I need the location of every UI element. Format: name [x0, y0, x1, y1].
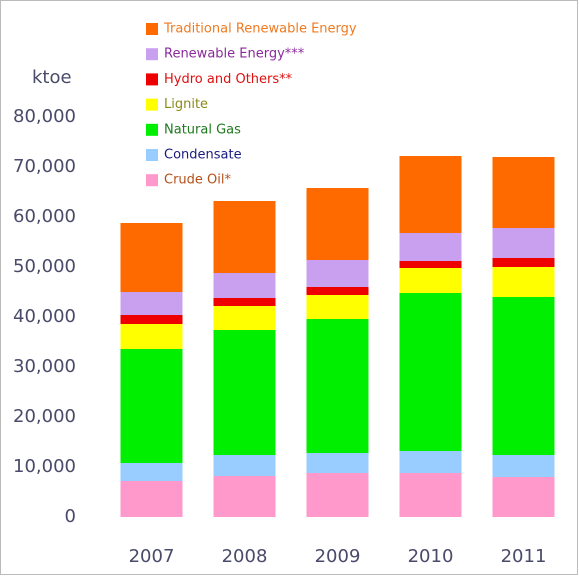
y-tick-label: 70,000 [13, 156, 76, 177]
legend-swatch [146, 123, 158, 136]
x-tick-label: 2009 [315, 546, 361, 567]
y-tick-label: 30,000 [13, 356, 76, 377]
legend-swatch [146, 48, 158, 61]
legend-label: Lignite [164, 97, 208, 112]
bar-segment [399, 451, 462, 473]
legend-label: Natural Gas [164, 122, 241, 137]
y-unit: ktoe [32, 67, 72, 88]
bar-segment [213, 455, 276, 476]
bar-segment [213, 298, 276, 306]
legend-swatch [146, 23, 158, 35]
legend-swatch [146, 149, 158, 161]
bar-segment [492, 455, 555, 477]
legend-label: Renewable Energy*** [164, 47, 305, 62]
legend-label: Crude Oil* [164, 173, 231, 188]
legend-swatch [146, 73, 158, 86]
y-tick-label: 60,000 [13, 206, 76, 227]
bar-segment [120, 292, 183, 315]
legend-swatch [146, 98, 158, 111]
bar-segment [399, 473, 462, 517]
bar-segment [399, 233, 462, 261]
bar-segment [492, 477, 555, 517]
x-tick-label: 2011 [501, 546, 547, 567]
bar-segment [213, 476, 276, 517]
x-tick-label: 2008 [222, 546, 268, 567]
bar-segment [492, 157, 555, 228]
y-tick-label: 10,000 [13, 456, 76, 477]
bar-segment [306, 473, 369, 517]
bar-segment [492, 267, 555, 297]
bar-segment [399, 261, 462, 268]
y-tick-label: 20,000 [13, 406, 76, 427]
bar-segment [120, 223, 183, 292]
bar-segment [306, 287, 369, 295]
bar-segment [120, 315, 183, 324]
bar-segment [492, 297, 555, 455]
y-tick-label: 0 [65, 506, 76, 527]
bar-segment [306, 188, 369, 260]
bar-segment [306, 453, 369, 473]
bar-segment [306, 319, 369, 453]
bar-segment [120, 481, 183, 517]
x-tick-label: 2007 [129, 546, 175, 567]
bar-segment [213, 306, 276, 330]
legend-label: Condensate [164, 148, 242, 163]
y-tick-label: 50,000 [13, 256, 76, 277]
bar-segment [399, 156, 462, 233]
legend-label: Hydro and Others** [164, 72, 293, 87]
bar-segment [399, 268, 462, 293]
legend-label: Traditional Renewable Energy [163, 22, 357, 37]
bar-segment [120, 463, 183, 481]
bar-segment [492, 258, 555, 267]
bar-segment [213, 330, 276, 455]
y-tick-label: 80,000 [13, 106, 76, 127]
bar-segment [120, 324, 183, 349]
x-tick-label: 2010 [408, 546, 454, 567]
bar-segment [399, 293, 462, 451]
bar-segment [306, 260, 369, 287]
legend-swatch [146, 174, 158, 187]
bar-segment [120, 349, 183, 463]
bar-segment [213, 201, 276, 273]
bar-segment [213, 273, 276, 298]
bar-segment [306, 295, 369, 319]
bar-segment [492, 228, 555, 258]
y-tick-label: 40,000 [13, 306, 76, 327]
